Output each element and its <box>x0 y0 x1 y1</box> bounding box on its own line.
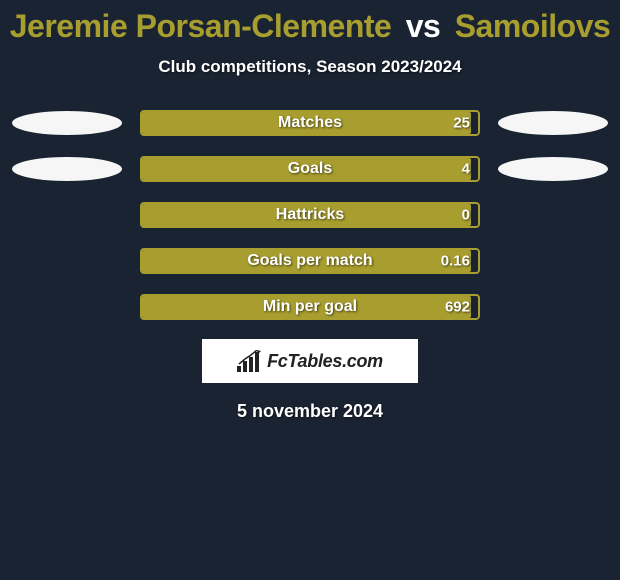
date-text: 5 november 2024 <box>0 401 620 422</box>
stats-list: Matches 25 Goals 4 Hattricks 0 Goals per match… <box>0 109 620 321</box>
stat-label: Min per goal <box>263 298 357 316</box>
stat-bar: Goals per match 0.16 <box>140 248 480 274</box>
stat-label: Goals per match <box>247 252 372 270</box>
stat-row: Min per goal 692 <box>0 293 620 321</box>
right-ellipse <box>498 111 608 135</box>
stat-bar: Goals 4 <box>140 156 480 182</box>
stat-row: Goals 4 <box>0 155 620 183</box>
fctables-icon <box>237 350 263 372</box>
stat-bar: Hattricks 0 <box>140 202 480 228</box>
player2-name: Samoilovs <box>455 8 611 44</box>
page-title: Jeremie Porsan-Clemente vs Samoilovs <box>0 8 620 45</box>
stat-value: 4 <box>462 161 470 178</box>
stat-value: 0.16 <box>441 253 470 270</box>
stat-bar: Matches 25 <box>140 110 480 136</box>
stat-label: Hattricks <box>276 206 344 224</box>
stat-value: 692 <box>445 299 470 316</box>
stat-label: Goals <box>288 160 332 178</box>
left-ellipse <box>12 111 122 135</box>
left-ellipse <box>12 157 122 181</box>
stat-value: 25 <box>453 115 470 132</box>
vs-text: vs <box>406 8 441 44</box>
stat-row: Hattricks 0 <box>0 201 620 229</box>
logo-text: FcTables.com <box>267 351 383 372</box>
stat-value: 0 <box>462 207 470 224</box>
stat-row: Goals per match 0.16 <box>0 247 620 275</box>
logo-box: FcTables.com <box>202 339 418 383</box>
stat-bar: Min per goal 692 <box>140 294 480 320</box>
right-ellipse <box>498 157 608 181</box>
player1-name: Jeremie Porsan-Clemente <box>10 8 392 44</box>
stat-label: Matches <box>278 114 342 132</box>
subtitle: Club competitions, Season 2023/2024 <box>0 57 620 77</box>
comparison-card: Jeremie Porsan-Clemente vs Samoilovs Clu… <box>0 0 620 422</box>
stat-row: Matches 25 <box>0 109 620 137</box>
